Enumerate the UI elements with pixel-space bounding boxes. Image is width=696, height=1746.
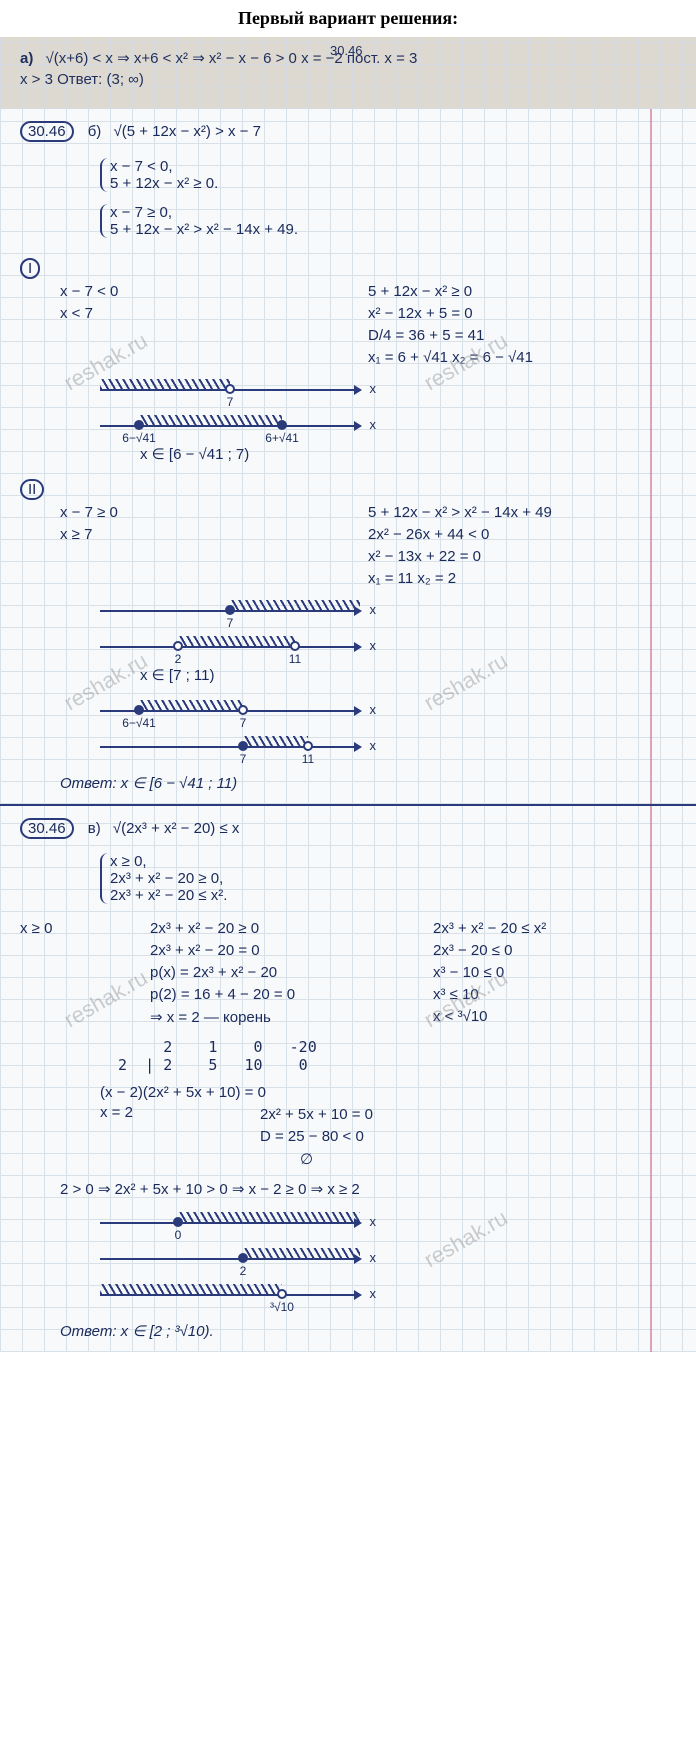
c-right-2: x³ − 10 ≤ 0: [433, 962, 676, 984]
c-rootx: x = 2: [100, 1104, 220, 1170]
page-title: Первый вариант решения:: [0, 0, 696, 37]
c-quad: 2x² + 5x + 10 = 0: [260, 1104, 676, 1126]
part-a-line2: x > 3 Ответ: (3; ∞): [20, 69, 676, 91]
number-line: ³√10x: [100, 1280, 360, 1310]
cii-r2: 2x² − 26x + 44 < 0: [368, 524, 676, 546]
number-line: 211x: [100, 632, 360, 662]
sys1-a: x − 7 < 0,: [110, 158, 218, 175]
csys-c: 2x³ + x² − 20 ≤ x².: [110, 887, 227, 904]
sys1-b: 5 + 12x − x² ≥ 0.: [110, 175, 218, 192]
ci-r3: D/4 = 36 + 5 = 41: [368, 325, 676, 347]
part-b-answer: Ответ: x ∈ [6 − √41 ; 11): [20, 772, 676, 794]
synthetic-division: 2 1 0 -20 2 | 2 5 10 0: [20, 1038, 676, 1074]
c-factor: (x − 2)(2x² + 5x + 10) = 0: [20, 1082, 676, 1104]
c-right-4: x < ³√10: [433, 1006, 676, 1028]
c-mid-1: 2x³ + x² − 20 = 0: [150, 940, 393, 962]
number-line: 6−√416+√41x: [100, 411, 360, 441]
c-left: x ≥ 0: [20, 918, 110, 940]
c-mid-0: 2x³ + x² − 20 ≥ 0: [150, 918, 393, 940]
c-right-0: 2x³ + x² − 20 ≤ x²: [433, 918, 676, 940]
cii-l2: x ≥ 7: [20, 524, 328, 546]
ci-l2: x < 7: [20, 303, 328, 325]
case-ii-mark: II: [20, 479, 44, 500]
c-mid-4: ⇒ x = 2 — корень: [150, 1006, 393, 1028]
number-line: 0x: [100, 1208, 360, 1238]
ci-concl: x ∈ [6 − √41 ; 7): [20, 443, 676, 465]
problem-number-top: 30.46: [330, 43, 363, 58]
c-disc: D = 25 − 80 < 0: [260, 1126, 676, 1148]
cii-r1: 5 + 12x − x² > x² − 14x + 49: [368, 502, 676, 524]
part-c-answer: Ответ: x ∈ [2 ; ³√10).: [20, 1320, 676, 1342]
problem-tag-c: 30.46: [20, 818, 74, 839]
number-line: 711x: [100, 732, 360, 762]
number-line: 7x: [100, 596, 360, 626]
number-line: 7x: [100, 375, 360, 405]
c-right-1: 2x³ − 20 ≤ 0: [433, 940, 676, 962]
part-b-section: reshak.ru reshak.ru reshak.ru reshak.ru …: [0, 109, 696, 804]
part-c-ineq: √(2x³ + x² − 20) ≤ x: [113, 820, 240, 837]
part-b-label: б): [88, 123, 102, 140]
part-b-ineq: √(5 + 12x − x²) > x − 7: [113, 123, 260, 140]
cii-concl: x ∈ [7 ; 11): [20, 664, 676, 686]
ci-l1: x − 7 < 0: [20, 281, 328, 303]
sys2-b: 5 + 12x − x² > x² − 14x + 49.: [110, 221, 298, 238]
cii-r4: x₁ = 11 x₂ = 2: [368, 568, 676, 590]
number-line: 6−√417x: [100, 696, 360, 726]
part-a-label: а): [20, 50, 33, 67]
ci-r1: 5 + 12x − x² ≥ 0: [368, 281, 676, 303]
part-c-label: в): [88, 820, 101, 837]
c-right-3: x³ ≤ 10: [433, 984, 676, 1006]
c-empty: ∅: [260, 1148, 676, 1170]
case-i-mark: I: [20, 258, 40, 279]
part-c-section: reshak.ru reshak.ru reshak.ru 30.46 в) √…: [0, 804, 696, 1352]
c-mid-3: p(2) = 16 + 4 − 20 = 0: [150, 984, 393, 1006]
csys-a: x ≥ 0,: [110, 853, 227, 870]
cii-r3: x² − 13x + 22 = 0: [368, 546, 676, 568]
sys2-a: x − 7 ≥ 0,: [110, 204, 298, 221]
c-impl: 2 > 0 ⇒ 2x² + 5x + 10 > 0 ⇒ x − 2 ≥ 0 ⇒ …: [20, 1178, 676, 1200]
ci-r4: x₁ = 6 + √41 x₂ = 6 − √41: [368, 347, 676, 369]
csys-b: 2x³ + x² − 20 ≥ 0,: [110, 870, 227, 887]
ci-r2: x² − 12x + 5 = 0: [368, 303, 676, 325]
cii-l1: x − 7 ≥ 0: [20, 502, 328, 524]
c-mid-2: p(x) = 2x³ + x² − 20: [150, 962, 393, 984]
part-a-section: а) √(x+6) < x ⇒ x+6 < x² ⇒ x² − x − 6 > …: [0, 37, 696, 109]
number-line: 2x: [100, 1244, 360, 1274]
problem-tag: 30.46: [20, 121, 74, 142]
